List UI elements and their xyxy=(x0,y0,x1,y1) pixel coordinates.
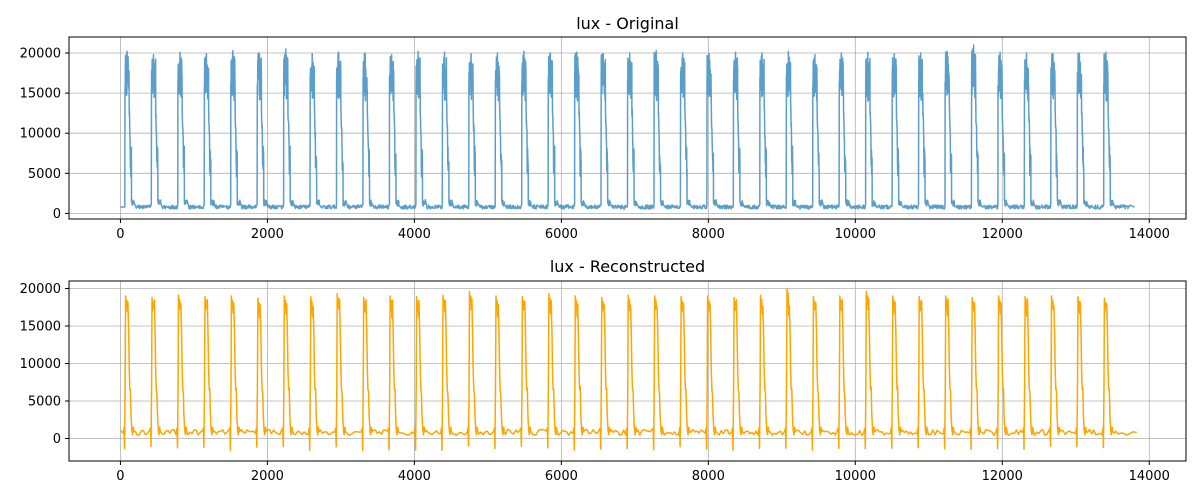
y-tick-label: 5000 xyxy=(28,167,61,182)
series-line xyxy=(119,287,1137,452)
x-tick-label: 0 xyxy=(116,469,124,484)
chart-title: lux - Reconstructed xyxy=(550,257,705,276)
y-tick-label: 5000 xyxy=(28,395,61,410)
x-tick-label: 6000 xyxy=(545,469,578,484)
y-tick-label: 15000 xyxy=(20,87,61,102)
x-tick-label: 4000 xyxy=(398,469,431,484)
x-tick-label: 12000 xyxy=(982,469,1023,484)
y-tick-label: 0 xyxy=(53,432,61,447)
y-tick-label: 20000 xyxy=(20,282,61,297)
x-tick-label: 2000 xyxy=(251,469,284,484)
x-tick-label: 8000 xyxy=(692,227,725,242)
y-tick-label: 10000 xyxy=(20,127,61,142)
y-tick-label: 10000 xyxy=(20,357,61,372)
y-tick-label: 20000 xyxy=(20,47,61,62)
axes-frame xyxy=(68,36,1187,220)
series-line xyxy=(120,44,1135,210)
x-tick-label: 14000 xyxy=(1129,469,1170,484)
y-tick-label: 15000 xyxy=(20,320,61,335)
x-tick-label: 8000 xyxy=(692,469,725,484)
chart-original: 0 2000 4000 6000 8000 10000 12000 14000 0 5000 100… xyxy=(20,14,1187,242)
chart-title: lux - Original xyxy=(576,14,679,33)
x-tick-label: 0 xyxy=(116,227,124,242)
x-tick-label: 4000 xyxy=(398,227,431,242)
axes-frame xyxy=(68,280,1187,462)
x-tick-label: 12000 xyxy=(982,227,1023,242)
chart-reconstructed: 0 2000 4000 6000 8000 10000 12000 14000 0 5000 100… xyxy=(20,257,1187,484)
y-tick-label: 0 xyxy=(53,207,61,222)
x-tick-label: 14000 xyxy=(1129,227,1170,242)
x-tick-label: 2000 xyxy=(251,227,284,242)
x-tick-label: 10000 xyxy=(835,227,876,242)
x-tick-label: 10000 xyxy=(835,469,876,484)
x-tick-label: 6000 xyxy=(545,227,578,242)
